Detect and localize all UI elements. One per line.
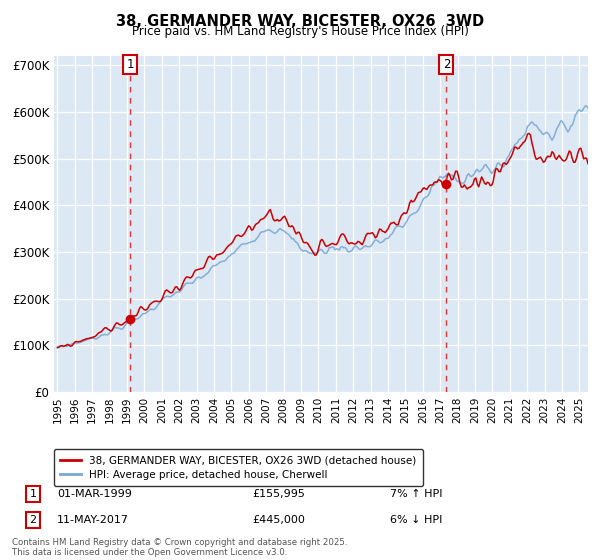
Legend: 38, GERMANDER WAY, BICESTER, OX26 3WD (detached house), HPI: Average price, deta: 38, GERMANDER WAY, BICESTER, OX26 3WD (d…	[54, 449, 423, 486]
Text: £445,000: £445,000	[252, 515, 305, 525]
Text: 38, GERMANDER WAY, BICESTER, OX26  3WD: 38, GERMANDER WAY, BICESTER, OX26 3WD	[116, 14, 484, 29]
Text: 1: 1	[126, 58, 134, 71]
Text: Contains HM Land Registry data © Crown copyright and database right 2025.
This d: Contains HM Land Registry data © Crown c…	[12, 538, 347, 557]
Text: 11-MAY-2017: 11-MAY-2017	[57, 515, 129, 525]
Text: 6% ↓ HPI: 6% ↓ HPI	[390, 515, 442, 525]
Text: £155,995: £155,995	[252, 489, 305, 499]
Text: Price paid vs. HM Land Registry's House Price Index (HPI): Price paid vs. HM Land Registry's House …	[131, 25, 469, 38]
Text: 2: 2	[443, 58, 450, 71]
Text: 01-MAR-1999: 01-MAR-1999	[57, 489, 132, 499]
Text: 1: 1	[29, 489, 37, 499]
Text: 7% ↑ HPI: 7% ↑ HPI	[390, 489, 443, 499]
Text: 2: 2	[29, 515, 37, 525]
